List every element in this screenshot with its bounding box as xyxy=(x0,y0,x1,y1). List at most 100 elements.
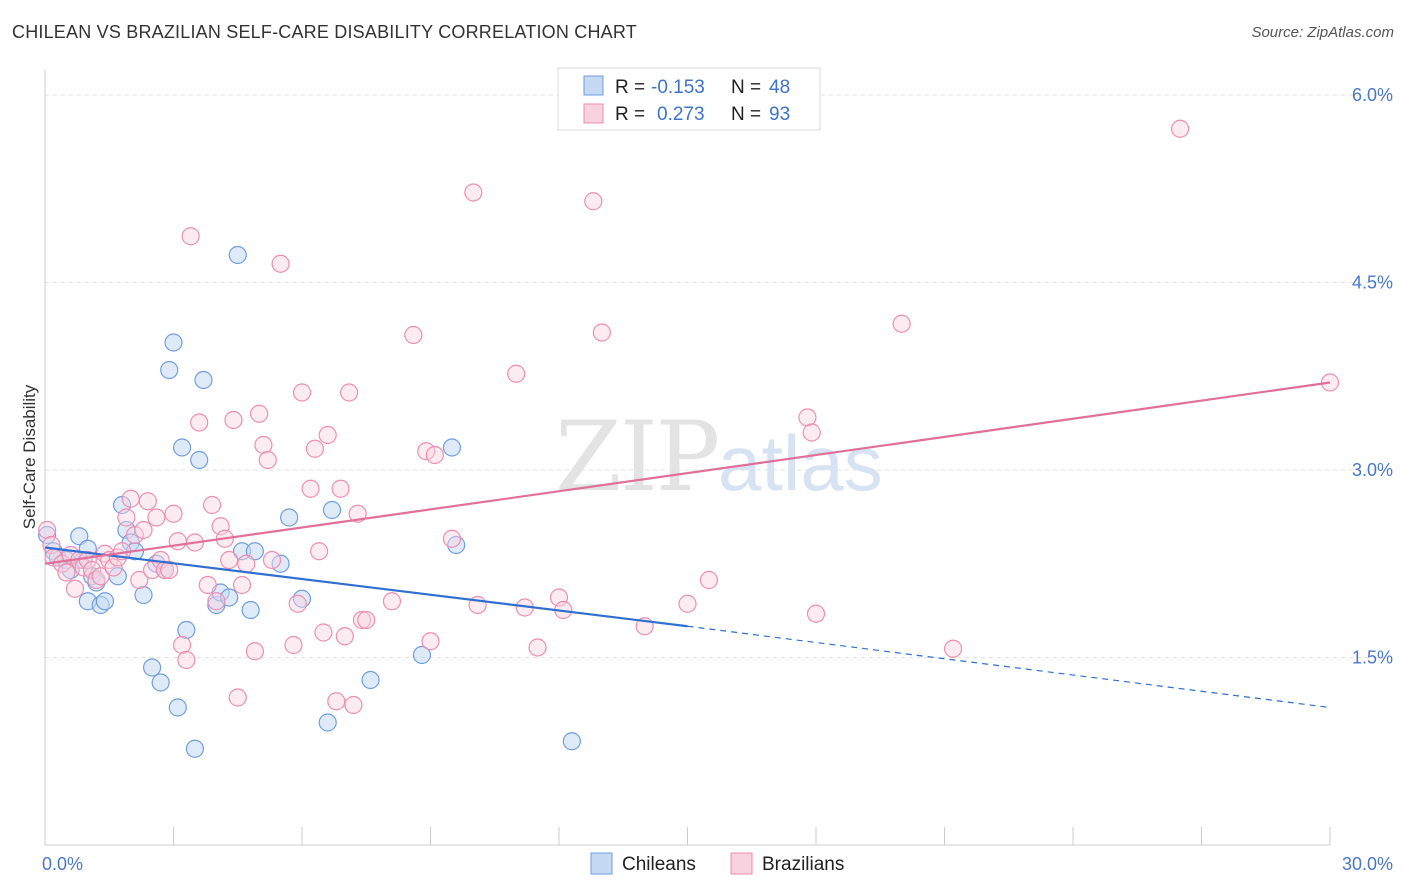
point-brazilians-90 xyxy=(943,639,963,658)
legend-n-value-brazilians: 93 xyxy=(769,104,790,125)
legend-r-label-brazilians: R = xyxy=(615,104,645,125)
point-brazilians-64 xyxy=(344,695,363,715)
chart-title: CHILEAN VS BRAZILIAN SELF-CARE DISABILIT… xyxy=(12,22,637,42)
point-chileans-25 xyxy=(168,698,187,717)
point-brazilians-32 xyxy=(177,650,196,670)
point-chileans-43 xyxy=(361,670,380,690)
bottom-legend-label-chileans: Chileans xyxy=(622,854,696,875)
point-brazilians-89 xyxy=(892,314,911,333)
point-brazilians-67 xyxy=(357,610,376,630)
point-chileans-0 xyxy=(38,525,57,545)
point-chileans-44 xyxy=(412,645,432,665)
point-brazilians-78 xyxy=(528,638,547,657)
point-brazilians-82 xyxy=(592,323,611,342)
point-brazilians-58 xyxy=(314,623,333,642)
point-chileans-34 xyxy=(228,245,247,265)
x-tick-label-1: 30.0% xyxy=(1342,854,1393,874)
point-chileans-18 xyxy=(134,585,153,605)
point-brazilians-56 xyxy=(305,439,324,458)
point-chileans-42 xyxy=(318,713,337,732)
point-brazilians-88 xyxy=(806,604,826,623)
trend-lines xyxy=(44,381,1331,709)
point-chileans-37 xyxy=(245,542,264,561)
point-brazilians-66 xyxy=(352,610,372,630)
point-chileans-45 xyxy=(442,438,462,457)
point-brazilians-12 xyxy=(91,567,110,586)
point-brazilians-50 xyxy=(262,550,282,570)
point-brazilians-63 xyxy=(340,383,359,402)
point-brazilians-46 xyxy=(245,642,264,661)
point-brazilians-41 xyxy=(220,550,239,570)
point-brazilians-47 xyxy=(250,404,269,423)
point-chileans-39 xyxy=(280,508,299,527)
point-brazilians-85 xyxy=(699,570,719,590)
trend-line-brazilians xyxy=(44,381,1331,565)
point-brazilians-45 xyxy=(237,554,256,573)
point-brazilians-22 xyxy=(134,520,153,540)
point-brazilians-68 xyxy=(382,592,402,611)
point-brazilians-81 xyxy=(584,192,603,211)
bottom-legend-label-brazilians: Brazilians xyxy=(762,854,844,875)
point-brazilians-86 xyxy=(798,408,817,427)
point-brazilians-53 xyxy=(288,594,307,613)
point-brazilians-4 xyxy=(57,563,76,582)
point-brazilians-15 xyxy=(104,558,123,577)
point-brazilians-35 xyxy=(190,413,209,432)
bottom-legend-swatch-chileans xyxy=(590,852,613,875)
series-chileans xyxy=(38,245,581,758)
point-chileans-19 xyxy=(142,658,162,677)
point-brazilians-20 xyxy=(125,525,145,545)
point-chileans-29 xyxy=(190,450,209,470)
x-tick-labels: 0.0% 30.0% xyxy=(42,854,1393,874)
y-tick-labels: 1.5% 3.0% 4.5% 6.0% xyxy=(1352,85,1393,668)
point-chileans-41 xyxy=(322,500,342,520)
point-brazilians-87 xyxy=(802,423,821,442)
point-brazilians-49 xyxy=(258,450,277,470)
point-brazilians-18 xyxy=(117,508,136,527)
point-brazilians-42 xyxy=(224,410,243,430)
point-brazilians-31 xyxy=(172,635,192,655)
point-brazilians-25 xyxy=(147,508,166,527)
axes xyxy=(44,70,1331,846)
point-brazilians-74 xyxy=(464,183,483,202)
point-brazilians-33 xyxy=(181,227,200,246)
point-chileans-47 xyxy=(562,732,581,751)
legend-n-value-chileans: 48 xyxy=(769,77,790,98)
legend-r-label-chileans: R = xyxy=(615,77,645,98)
point-brazilians-0 xyxy=(38,520,57,540)
point-chileans-5 xyxy=(70,527,89,546)
bottom-legend-swatch-brazilians xyxy=(730,852,753,875)
legend-r-value-brazilians: 0.273 xyxy=(657,104,705,125)
point-brazilians-21 xyxy=(130,570,149,590)
point-brazilians-44 xyxy=(232,575,252,595)
point-brazilians-23 xyxy=(138,492,157,511)
point-chileans-21 xyxy=(151,673,170,692)
legend-n-label-chileans: N = xyxy=(731,77,761,98)
point-chileans-23 xyxy=(160,360,179,380)
legend-swatch-brazilians xyxy=(583,103,604,124)
bottom-legend: Chileans Brazilians xyxy=(590,852,844,875)
point-brazilians-71 xyxy=(421,632,440,651)
trend-line-chileans-extension xyxy=(687,625,1331,709)
legend-box: R = -0.153 N = 48 R = 0.273 N = 93 xyxy=(557,67,821,131)
point-brazilians-51 xyxy=(271,254,290,273)
point-brazilians-57 xyxy=(310,542,329,561)
y-tick-label-3: 6.0% xyxy=(1352,85,1393,105)
y-tick-label-0: 1.5% xyxy=(1352,648,1393,668)
point-brazilians-30 xyxy=(168,532,187,551)
point-brazilians-29 xyxy=(164,504,183,523)
point-brazilians-91 xyxy=(1170,119,1190,138)
y-tick-label-2: 4.5% xyxy=(1352,273,1393,293)
point-brazilians-52 xyxy=(284,635,303,655)
point-brazilians-72 xyxy=(425,445,444,465)
legend-r-value-chileans: -0.153 xyxy=(651,77,705,98)
point-chileans-24 xyxy=(164,333,183,352)
point-brazilians-6 xyxy=(65,579,85,598)
point-brazilians-60 xyxy=(327,692,346,711)
point-brazilians-61 xyxy=(331,479,350,498)
point-chileans-27 xyxy=(177,620,196,640)
point-chileans-28 xyxy=(185,739,205,758)
point-brazilians-69 xyxy=(404,325,423,345)
point-brazilians-84 xyxy=(678,594,697,613)
